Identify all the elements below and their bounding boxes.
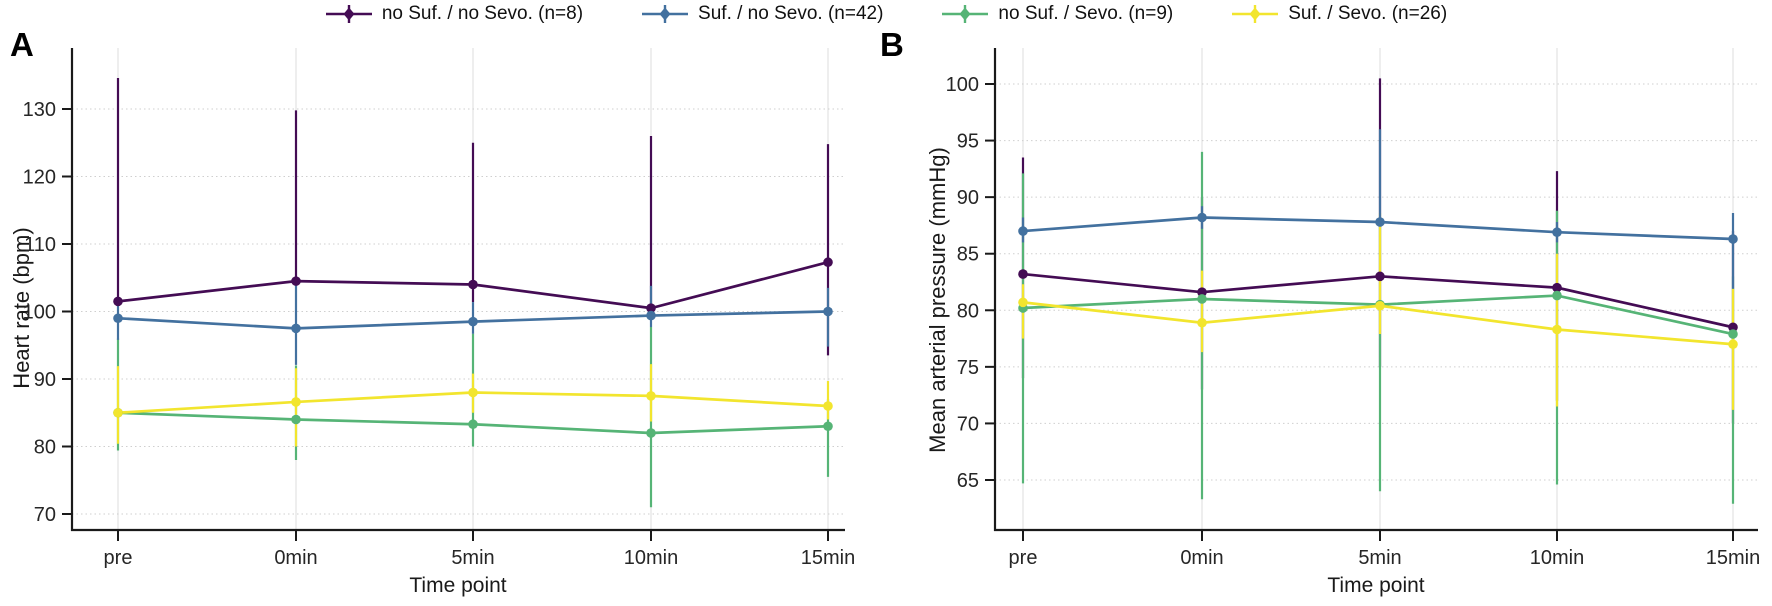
data-point [468, 316, 478, 327]
data-point [291, 397, 301, 407]
panel-B: 65 70 75 80 85 90 95 100 pre 0min 5min 10min 15min [946, 48, 1760, 569]
data-point [1375, 300, 1385, 311]
data-point [1728, 329, 1738, 339]
data-point [1552, 282, 1562, 293]
data-point [1728, 339, 1738, 350]
panel-a-x-axis-label: Time point [409, 574, 507, 597]
panel-B-xtick-label: pre [1009, 547, 1038, 569]
panel-B-ytick-label: 100 [946, 74, 979, 96]
legend-label: Suf. / Sevo. (n=26) [1288, 3, 1448, 24]
panel-A-ytick-label: 100 [23, 302, 56, 324]
legend-label: no Suf. / Sevo. (n=9) [998, 3, 1174, 24]
panel-B-ytick-label: 85 [957, 244, 979, 266]
data-point [1018, 269, 1028, 279]
data-point [1375, 217, 1385, 227]
panel-B-ytick-label: 80 [957, 300, 979, 322]
panel-A-xtick-label: 15min [801, 547, 855, 569]
data-point [1728, 234, 1738, 244]
data-point [1552, 290, 1562, 301]
panel-B-ytick-label: 75 [957, 357, 979, 379]
panel-B-axes: 65 70 75 80 85 90 95 100 pre 0min 5min 10min 15min [946, 48, 1760, 569]
data-point [823, 421, 833, 432]
data-point [823, 257, 833, 268]
data-point [1018, 297, 1028, 308]
panel-B-ytick-label: 95 [957, 131, 979, 153]
panel-B-markers [1018, 212, 1738, 350]
data-point [1197, 287, 1207, 297]
data-point [646, 391, 656, 401]
legend-item-2: Suf. / no Sevo. (n=42) [641, 2, 883, 26]
errorbar-marker-icon [942, 5, 989, 23]
errorbar-marker-icon [325, 5, 372, 23]
panel-B-errorbars [1021, 78, 1735, 504]
panel-B-xtick-label: 10min [1530, 547, 1584, 569]
panel-A-errorbars [116, 77, 830, 508]
data-point [291, 323, 301, 334]
data-point [1197, 212, 1207, 223]
data-point [1375, 271, 1385, 282]
panel-A-xtick-label: pre [104, 547, 133, 569]
panel-B-ytick-label: 65 [957, 470, 979, 492]
panel-B-xtick-label: 0min [1180, 547, 1223, 569]
data-point [646, 310, 656, 321]
legend-item-3: no Suf. / Sevo. (n=9) [941, 2, 1173, 26]
panel-A-xtick-label: 10min [624, 547, 678, 569]
panel-B-lines [1022, 216, 1734, 346]
panel-A-ytick-label: 90 [34, 369, 56, 391]
panel-A-ytick-label: 80 [34, 437, 56, 459]
panel-a-label: A [10, 26, 34, 63]
errorbar-marker-icon [1232, 5, 1279, 23]
panel-A-axes: 70 80 90 100 110 120 130 pre 0min 5min 10min 15min [23, 48, 855, 569]
data-point [1728, 322, 1738, 333]
data-point [823, 306, 833, 317]
data-point [113, 313, 123, 324]
panel-b-label: B [880, 26, 904, 63]
data-point [823, 401, 833, 411]
panel-A-ytick-label: 120 [23, 167, 56, 189]
panel-B-gridlines [995, 48, 1758, 530]
panel-A: 70 80 90 100 110 120 130 pre 0min 5min 10min 15min [23, 48, 855, 569]
panel-b-x-axis-label: Time point [1327, 574, 1425, 597]
panel-A-markers [113, 257, 833, 438]
data-point [1552, 324, 1562, 335]
panel-A-xtick-label: 5min [451, 547, 494, 569]
data-point [1018, 226, 1028, 236]
data-point [291, 414, 301, 425]
legend-label: no Suf. / no Sevo. (n=8) [381, 3, 584, 24]
panel-A-xtick-label: 0min [274, 547, 317, 569]
data-point [468, 419, 478, 430]
data-point [291, 276, 301, 286]
panel-A-ytick-label: 110 [24, 234, 56, 256]
legend-item-4: Suf. / Sevo. (n=26) [1231, 2, 1447, 26]
legend-label: Suf. / no Sevo. (n=42) [698, 3, 884, 24]
data-point [468, 387, 478, 398]
data-point [646, 303, 656, 313]
panel-B-ytick-label: 90 [957, 187, 979, 209]
panel-B-xtick-label: 15min [1706, 547, 1760, 569]
errorbar-marker-icon [642, 5, 689, 23]
data-point [468, 279, 478, 290]
data-point [1552, 227, 1562, 238]
data-point [113, 407, 123, 418]
legend: no Suf. / no Sevo. (n=8) Suf. / no Sevo. … [0, 2, 1772, 26]
data-point [113, 296, 123, 307]
panel-B-xtick-label: 5min [1358, 547, 1401, 569]
legend-item-1: no Suf. / no Sevo. (n=8) [325, 2, 583, 26]
panel-B-ytick-label: 70 [957, 413, 979, 435]
data-point [1197, 317, 1207, 328]
data-point [646, 428, 656, 438]
panel-A-ytick-label: 70 [34, 504, 56, 526]
panel-A-ytick-label: 130 [23, 99, 56, 121]
data-point [1197, 294, 1207, 304]
